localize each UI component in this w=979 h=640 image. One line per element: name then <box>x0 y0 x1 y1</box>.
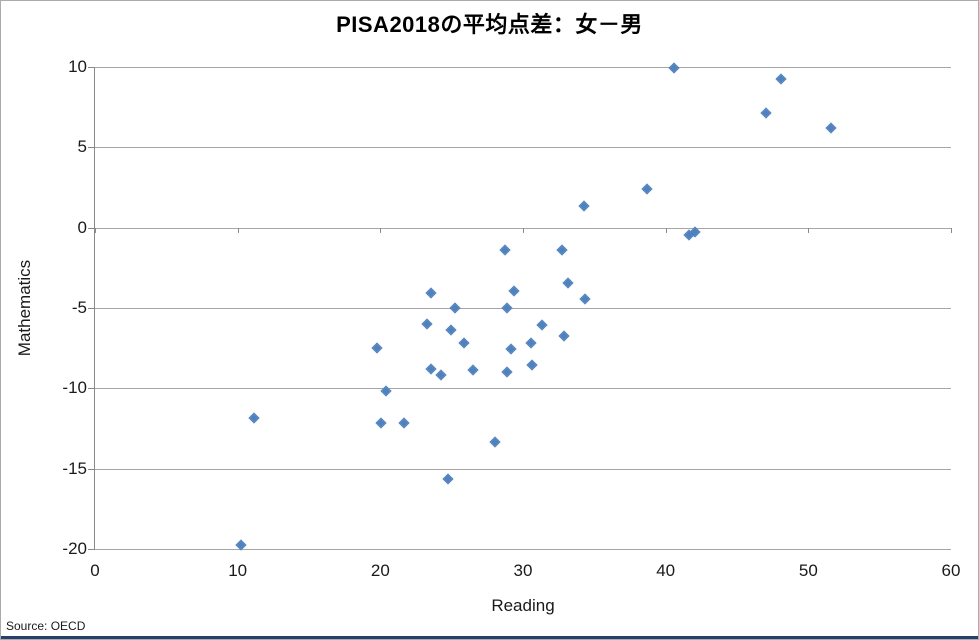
x-tick-label-20: 20 <box>370 561 390 580</box>
data-point-marker <box>562 277 574 290</box>
y-tick-label-5: 5 <box>77 137 87 157</box>
x-axis-tick-10 <box>237 227 239 233</box>
gridline-y--15 <box>95 468 951 470</box>
y-tick-label--5: -5 <box>71 298 87 317</box>
x-tick-label-60: 60 <box>941 561 961 580</box>
x-axis-tick-0 <box>95 227 96 233</box>
data-point-marker <box>421 317 433 330</box>
y-tick-label-10: 10 <box>68 57 87 76</box>
data-point-marker <box>579 293 591 306</box>
y-axis-title: Mathematics <box>15 259 34 357</box>
y-axis-line <box>94 67 95 550</box>
y-tick-label--10: -10 <box>62 378 87 398</box>
data-point-marker <box>536 319 549 331</box>
x-axis-tick-40 <box>665 227 667 233</box>
x-axis-tick-50 <box>808 227 810 233</box>
gridline-y-5 <box>95 147 951 149</box>
y-axis-tick-0 <box>88 227 95 229</box>
data-point-marker <box>760 107 773 119</box>
data-point-marker <box>248 412 260 425</box>
data-point-marker <box>505 343 517 355</box>
data-point-marker <box>398 417 410 429</box>
gridline-y--20 <box>95 549 951 550</box>
y-axis-tick--15 <box>88 468 95 470</box>
gridline-y--5 <box>95 308 951 309</box>
data-point-marker <box>775 73 787 86</box>
data-point-marker <box>824 121 837 134</box>
gridline-y-10 <box>95 67 951 68</box>
data-point-marker <box>501 366 513 378</box>
y-tick-label--20: -20 <box>62 539 87 558</box>
data-point-marker <box>435 369 447 381</box>
y-axis-tick--20 <box>88 549 95 550</box>
data-point-marker <box>371 341 383 354</box>
data-point-marker <box>525 337 537 349</box>
x-axis-title: Reading <box>491 596 555 615</box>
data-point-marker <box>425 362 437 375</box>
data-point-marker <box>578 200 590 212</box>
data-point-marker <box>501 301 513 314</box>
x-axis-tick-30 <box>523 227 524 233</box>
y-tick-label--15: -15 <box>62 458 87 478</box>
data-point-marker <box>556 243 569 256</box>
data-point-marker <box>425 287 437 299</box>
data-point-marker <box>499 243 512 256</box>
data-point-marker <box>558 330 570 343</box>
y-axis-tick--5 <box>88 308 95 309</box>
data-point-marker <box>466 364 479 376</box>
x-tick-label-10: 10 <box>228 561 248 580</box>
y-axis-tick-10 <box>88 67 95 68</box>
y-axis-tick--10 <box>88 388 95 390</box>
data-point-marker <box>668 62 680 74</box>
data-point-marker <box>375 417 387 429</box>
data-point-marker <box>445 324 457 336</box>
x-tick-label-0: 0 <box>90 561 100 580</box>
data-point-marker <box>449 301 462 314</box>
data-point-marker <box>526 359 539 371</box>
data-point-marker <box>489 436 502 449</box>
x-axis-tick-60 <box>951 227 952 233</box>
y-tick-label-0: 0 <box>77 217 87 237</box>
source-note: Source: OECD <box>6 619 86 633</box>
x-tick-label-30: 30 <box>513 561 533 580</box>
x-axis-tick-20 <box>380 227 382 233</box>
data-point-marker <box>458 337 470 349</box>
plot-area: 10 5 0 -5 -10 -15 -20 0 10 20 30 40 50 60 <box>62 57 960 580</box>
gridline-y--10 <box>95 388 951 390</box>
data-point-marker <box>508 285 520 298</box>
y-axis-tick-5 <box>88 147 95 149</box>
x-tick-label-50: 50 <box>798 561 818 580</box>
x-tick-label-40: 40 <box>656 561 676 580</box>
data-point-marker <box>640 182 653 195</box>
bottom-accent-bar <box>1 636 978 639</box>
data-point-marker <box>442 473 454 486</box>
chart-title: PISA2018の平均点差：女－男 <box>336 12 643 37</box>
